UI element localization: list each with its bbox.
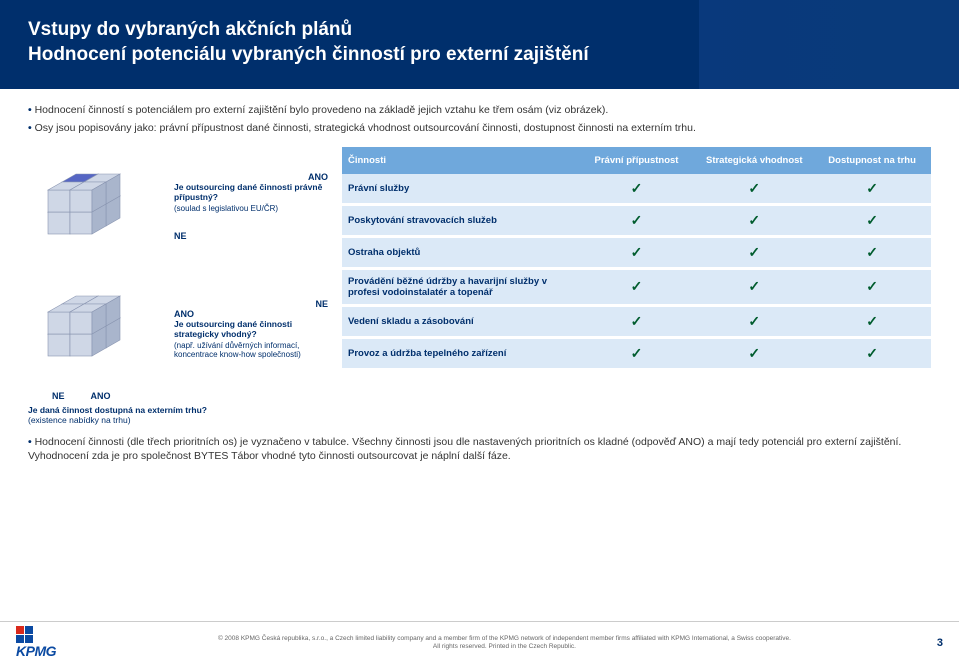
title-line2: Hodnocení potenciálu vybraných činností … xyxy=(28,44,589,65)
intro-bullets: Hodnocení činností s potenciálem pro ext… xyxy=(28,103,931,134)
check-cell: ✓ xyxy=(695,268,813,305)
table-row: Vedení skladu a zásobování✓✓✓ xyxy=(342,305,931,337)
label-ne-x: NE xyxy=(52,391,65,401)
label-ne-right: NE xyxy=(315,299,328,309)
axis-legal-title: Je outsourcing dané činnosti právně příp… xyxy=(174,182,328,202)
check-cell: ✓ xyxy=(695,204,813,236)
cube-column: ANO Je outsourcing dané činnosti právně … xyxy=(28,147,328,425)
check-cell: ✓ xyxy=(695,305,813,337)
bullet-1: Hodnocení činností s potenciálem pro ext… xyxy=(28,103,931,117)
table-column: ČinnostiPrávní přípustnostStrategická vh… xyxy=(342,147,931,425)
check-cell: ✓ xyxy=(813,236,931,268)
content-area: Hodnocení činností s potenciálem pro ext… xyxy=(0,89,959,463)
activity-cell: Poskytování stravovacích služeb xyxy=(342,204,578,236)
table-row: Provádění běžné údržby a havarijní služb… xyxy=(342,268,931,305)
bullet-2: Osy jsou popisovány jako: právní přípust… xyxy=(28,121,931,135)
axis-market-sub: (existence nabídky na trhu) xyxy=(28,415,328,425)
cube-bottom-icon xyxy=(28,269,168,389)
activity-cell: Vedení skladu a zásobování xyxy=(342,305,578,337)
activities-table: ČinnostiPrávní přípustnostStrategická vh… xyxy=(342,147,931,371)
table-row: Poskytování stravovacích služeb✓✓✓ xyxy=(342,204,931,236)
logo-text: KPMG xyxy=(16,643,56,659)
label-ano-bottom: ANO xyxy=(174,309,194,319)
check-cell: ✓ xyxy=(813,174,931,205)
activity-cell: Provoz a údržba tepelného zařízení xyxy=(342,337,578,369)
check-cell: ✓ xyxy=(813,305,931,337)
check-cell: ✓ xyxy=(695,236,813,268)
check-cell: ✓ xyxy=(578,174,696,205)
check-cell: ✓ xyxy=(813,204,931,236)
check-cell: ✓ xyxy=(695,174,813,205)
axis-legal-sub: (soulad s legislativou EU/ČR) xyxy=(174,204,328,213)
table-row: Provoz a údržba tepelného zařízení✓✓✓ xyxy=(342,337,931,369)
label-ano-top: ANO xyxy=(308,172,328,182)
title-line1: Vstupy do vybraných akčních plánů xyxy=(28,19,352,40)
axis-strategic-sub: (např. užívání důvěrných informací, konc… xyxy=(174,341,328,359)
summary-text: Hodnocení činnosti (dle třech prioritníc… xyxy=(28,435,931,463)
check-cell: ✓ xyxy=(813,268,931,305)
axis-market-title: Je daná činnost dostupná na externím trh… xyxy=(28,405,328,415)
table-row: Právní služby✓✓✓ xyxy=(342,174,931,205)
copyright: © 2008 KPMG Česká republika, s.r.o., a C… xyxy=(72,635,937,651)
label-ne-top: NE xyxy=(174,231,187,241)
axis-strategic-title: Je outsourcing dané činnosti strategicky… xyxy=(174,319,328,339)
kpmg-logo: KPMG xyxy=(16,626,56,659)
table-header: Činnosti xyxy=(342,147,578,174)
table-header: Strategická vhodnost xyxy=(695,147,813,174)
check-cell: ✓ xyxy=(578,236,696,268)
check-cell: ✓ xyxy=(578,204,696,236)
check-cell: ✓ xyxy=(813,337,931,369)
footer: KPMG © 2008 KPMG Česká republika, s.r.o.… xyxy=(0,621,959,663)
table-header: Právní přípustnost xyxy=(578,147,696,174)
label-ano-x: ANO xyxy=(91,391,111,401)
check-cell: ✓ xyxy=(695,337,813,369)
check-cell: ✓ xyxy=(578,305,696,337)
table-row: Ostraha objektů✓✓✓ xyxy=(342,236,931,268)
page-number: 3 xyxy=(937,637,943,649)
summary-bullets: Hodnocení činnosti (dle třech prioritníc… xyxy=(28,435,931,463)
cube-top-icon xyxy=(28,147,168,267)
activity-cell: Právní služby xyxy=(342,174,578,205)
activity-cell: Ostraha objektů xyxy=(342,236,578,268)
copyright-line2: All rights reserved. Printed in the Czec… xyxy=(72,643,937,651)
table-header: Dostupnost na trhu xyxy=(813,147,931,174)
check-cell: ✓ xyxy=(578,268,696,305)
slide-header: Vstupy do vybraných akčních plánů Hodnoc… xyxy=(0,0,959,89)
check-cell: ✓ xyxy=(578,337,696,369)
activity-cell: Provádění běžné údržby a havarijní služb… xyxy=(342,268,578,305)
copyright-line1: © 2008 KPMG Česká republika, s.r.o., a C… xyxy=(72,635,937,643)
